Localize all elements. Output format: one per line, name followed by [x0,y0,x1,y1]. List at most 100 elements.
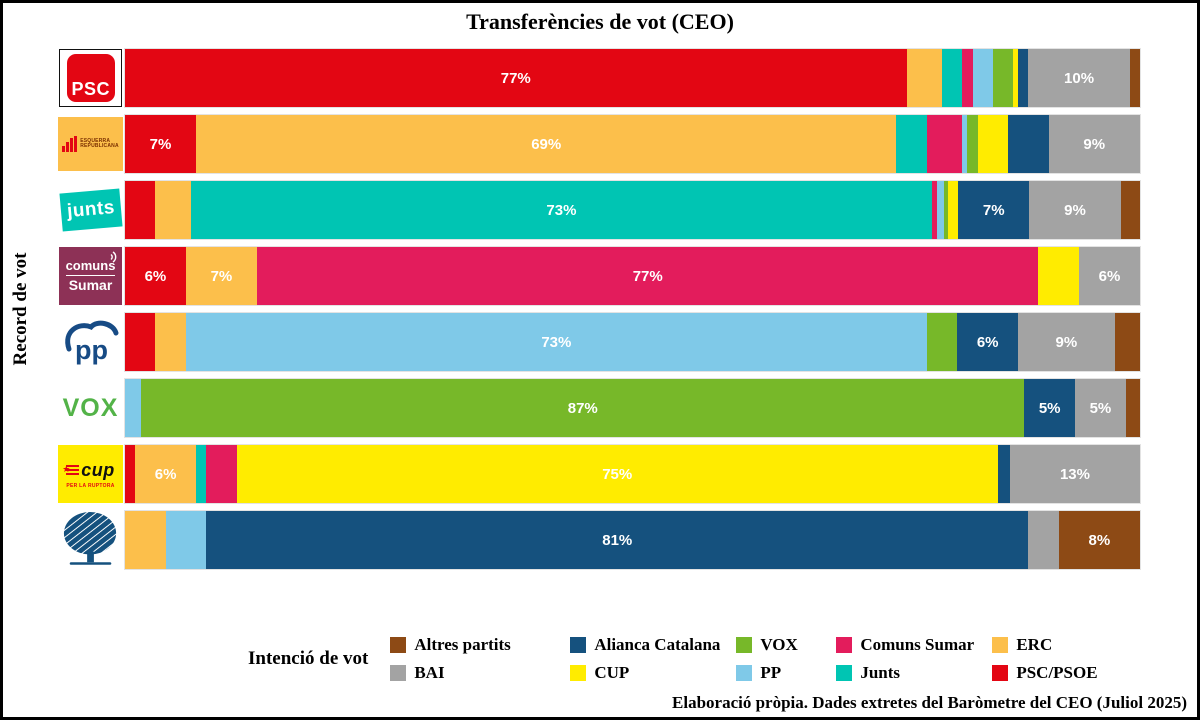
bar-segment [936,181,945,239]
pp-gaviota-icon: pp [64,320,118,365]
logo-junts: junts [58,181,123,239]
bar-segment [125,313,156,371]
bar-segment [942,49,963,107]
legend-item: Junts [836,663,978,683]
legend-grid: Altres partits Alianca Catalana VOX Comuns … [390,635,1114,683]
segment-value-label: 77% [500,69,531,87]
legend-swatch-icon [570,637,587,653]
segment-value-label: 5% [1038,399,1061,417]
bar-segment [1018,49,1029,107]
bar-segment: 8% [1058,511,1140,569]
record-row-alianca-catalana: 81% 8% [58,511,1140,569]
erc-bars-icon [62,136,78,152]
bar-segment: 6% [1079,247,1140,305]
vox-logo-text: VOX [62,393,119,422]
bar-segment [125,181,156,239]
bar-segment [155,313,186,371]
record-row-erc: ESQUERRA REPUBLICANA 7% 69% 9% [58,115,1140,173]
logo-pp: pp [58,313,123,371]
legend-label: Alianca Catalana [594,635,721,654]
legend-swatch-icon [992,665,1009,681]
logo-comuns-sumar: comuns Sumar [58,247,123,305]
bar-pp: 73% 6% 9% [125,313,1140,371]
bar-segment [896,115,927,173]
legend-label: CUP [594,663,630,682]
bar-segment: 10% [1028,49,1130,107]
bar-erc: 7% 69% 9% [125,115,1140,173]
erc-logo-line2: REPUBLICANA [80,143,119,149]
segment-value-label: 6% [144,267,167,285]
cup-flag-icon: ★ [62,464,80,475]
bar-segment: 9% [1029,181,1121,239]
legend-item: ERC [992,635,1114,655]
legend-swatch-icon [390,665,407,681]
legend-item: PP [736,663,822,683]
bar-segment [155,181,191,239]
bar-segment: 13% [1010,445,1140,503]
segment-value-label: 9% [1055,333,1078,351]
segment-value-label: 69% [531,135,562,153]
erc-logo-box: ESQUERRA REPUBLICANA [58,117,123,171]
legend-label: PP [760,663,782,682]
legend-swatch-icon [736,637,753,653]
chart-title: Transferències de vot (CEO) [466,9,734,34]
bar-segment [196,445,207,503]
segment-value-label: 87% [567,399,598,417]
segment-value-label: 6% [1098,267,1121,285]
bar-segment [962,115,968,173]
bar-segment [1038,247,1080,305]
bar-segment: 77% [125,49,907,107]
bar-segment [1125,379,1140,437]
legend-swatch-icon [836,665,853,681]
bar-segment [125,511,166,569]
segment-value-label: 77% [632,267,663,285]
logo-psc: PSC [58,49,123,107]
bar-segment [926,115,963,173]
bar-vox: 87% 5% 5% [125,379,1140,437]
bar-segment [125,379,142,437]
bar-segment [906,49,943,107]
legend-item: PSC/PSOE [992,663,1114,683]
bar-segment: 9% [1018,313,1115,371]
cup-logo-box: ★ cup PER LA RUPTORA [58,445,123,503]
svg-text:pp: pp [75,335,108,365]
bar-cup: 6% 75% 13% [125,445,1140,503]
bar-segment: 6% [135,445,197,503]
record-row-comuns: comuns Sumar 6% 7% 77% 6% [58,247,1140,305]
segment-value-label: 73% [541,333,572,351]
legend-swatch-icon [736,665,753,681]
y-axis-label: Record de vot [10,252,31,366]
cup-logo-subtext: PER LA RUPTORA [66,482,115,489]
record-row-junts: junts 73% 7% 9% [58,181,1140,239]
legend-label: Altres partits [414,635,511,654]
legend-label: Comuns Sumar [860,635,975,654]
segment-value-label: 7% [982,201,1005,219]
segment-value-label: 6% [154,465,177,483]
sumar-logo-text: Sumar [65,275,116,293]
bar-segment: 73% [185,313,927,371]
bar-segment [972,49,993,107]
legend-label: BAI [414,663,445,682]
bar-segment [926,313,958,371]
segment-value-label: 9% [1083,135,1106,153]
logo-vox: VOX [58,379,123,437]
bar-segment: 77% [256,247,1039,305]
bar-alianca-catalana: 81% 8% [125,511,1140,569]
bar-segment [1129,49,1140,107]
bar-segment [165,511,207,569]
bar-segment: 6% [957,313,1019,371]
bar-segment [1114,313,1140,371]
legend-swatch-icon [836,637,853,653]
bar-segment [948,181,959,239]
psc-logo-text: PSC [71,79,111,99]
legend-item: VOX [736,635,822,655]
logo-erc: ESQUERRA REPUBLICANA [58,115,123,173]
comuns-arcs-icon [110,251,117,263]
bar-segment: 5% [1075,379,1126,437]
bar-segment: 73% [190,181,932,239]
bar-segment [944,181,949,239]
record-row-psc: PSC 77% 10% [58,49,1140,107]
bar-segment: 5% [1024,379,1076,437]
alianca-tree-icon [63,511,116,565]
